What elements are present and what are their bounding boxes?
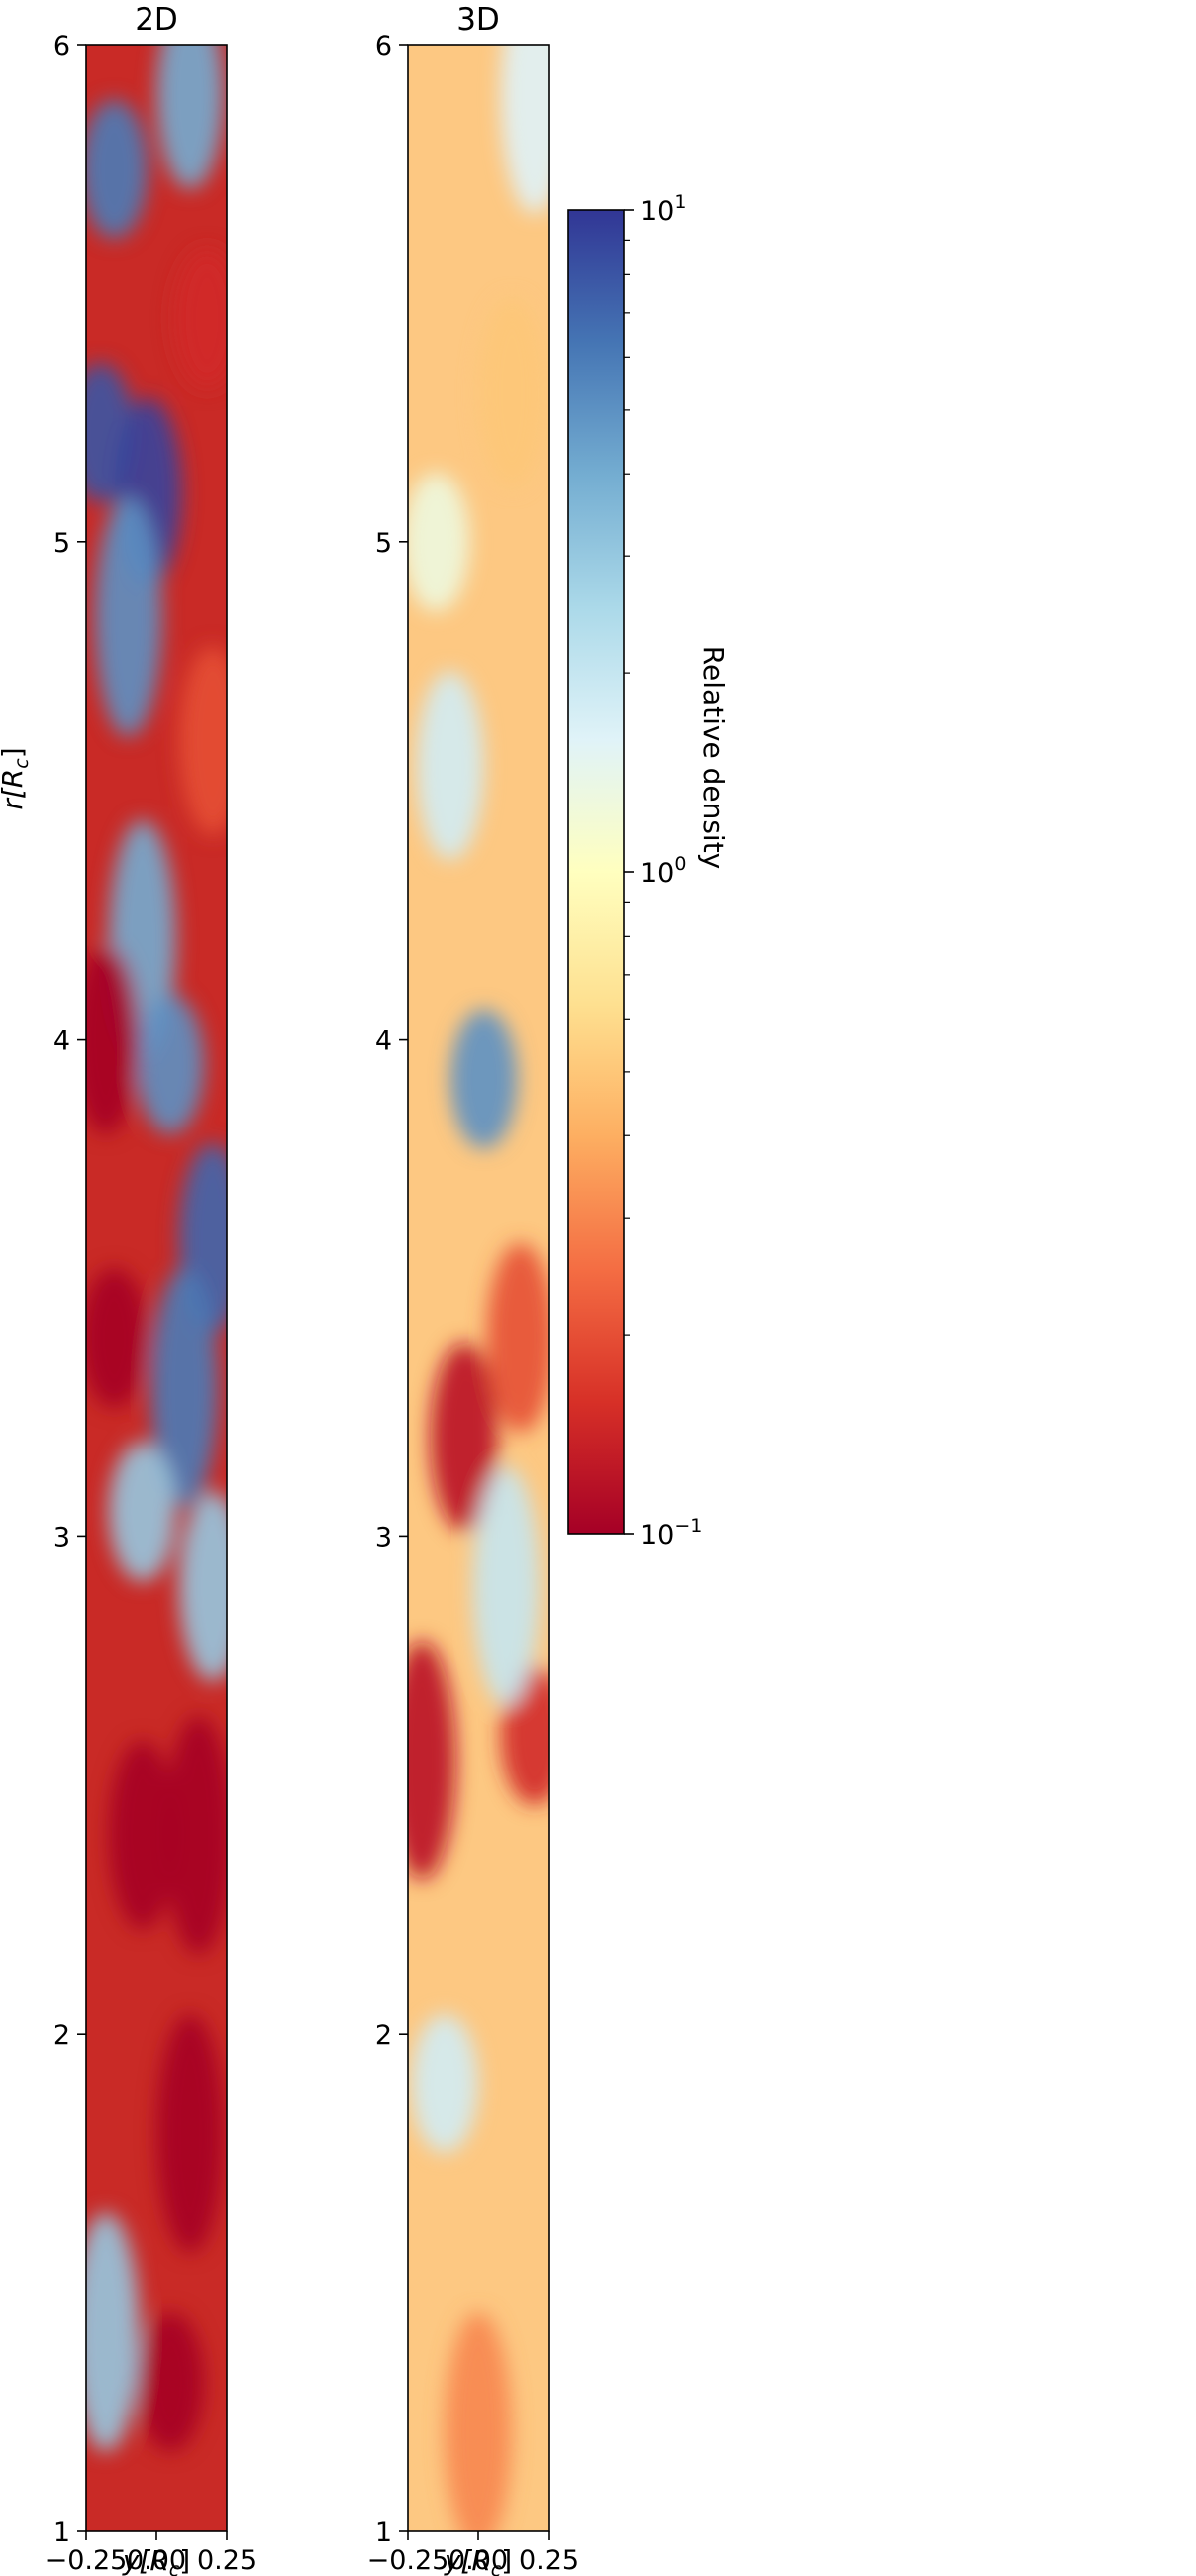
density-feature: [86, 944, 140, 1134]
colorbar-gradient: [568, 210, 624, 1534]
colorbar-tick-label: 101: [640, 191, 686, 227]
density-feature: [178, 646, 227, 836]
density-feature: [178, 1491, 227, 1682]
panel-3d: 3D 1 2 3 4 5 6 −0.25 0.00 0.25 y[Rc]: [367, 2, 579, 2576]
density-feature: [486, 1242, 549, 1433]
density-feature: [137, 2312, 205, 2452]
panel-2d-x-axis-label: y[Rc]: [122, 2544, 190, 2576]
colorbar-major-ticks: 101 100 10−1: [624, 191, 702, 1551]
density-feature: [150, 1267, 219, 1507]
y-tick-label: 4: [375, 1026, 392, 1057]
panel-3d-x-ticks: −0.25 0.00 0.25: [367, 2531, 579, 2576]
colorbar-minor-ticks: [624, 239, 630, 1336]
density-feature: [408, 472, 470, 612]
y-tick-label: 1: [53, 2517, 70, 2548]
density-feature: [430, 1342, 498, 1532]
density-feature: [416, 671, 484, 861]
density-feature: [449, 1009, 518, 1149]
density-feature: [86, 1267, 149, 1408]
y-tick-label: 2: [53, 2020, 70, 2051]
y-tick-label: 5: [375, 528, 392, 559]
panel-2d-x-ticks: −0.25 0.00 0.25: [45, 2531, 257, 2576]
colorbar-label: Relative density: [697, 646, 730, 869]
density-feature: [108, 1442, 176, 1582]
panel-2d-y-ticks: 1 2 3 4 5 6: [53, 31, 86, 2548]
density-feature: [156, 2013, 225, 2253]
density-feature: [478, 298, 547, 488]
x-tick-label: 0.00: [448, 2545, 508, 2576]
panel-2d: 2D 1 2 3 4 5 6 −0.250.00 0.25 r[Rc] y[Rc]: [0, 2, 257, 2576]
panel-2d-title: 2D: [135, 2, 178, 38]
colorbar-tick-label: 10−1: [640, 1515, 702, 1551]
panel-3d-x-axis-label: y[Rc]: [444, 2544, 512, 2576]
y-tick-label: 4: [53, 1026, 70, 1057]
density-feature: [410, 2014, 478, 2154]
y-tick-label: 1: [375, 2517, 392, 2548]
density-feature: [137, 994, 205, 1134]
density-feature: [173, 248, 227, 389]
y-tick-label: 2: [375, 2020, 392, 2051]
y-tick-label: 6: [53, 31, 70, 62]
density-feature: [94, 496, 162, 737]
x-tick-label: 0.00: [127, 2545, 186, 2576]
colorbar-tick-label: 100: [640, 853, 686, 889]
panel-2d-density-features: [86, 45, 227, 2452]
panel-3d-density-features: [408, 45, 549, 2531]
y-tick-label: 6: [375, 31, 392, 62]
panel-3d-title: 3D: [456, 2, 500, 38]
panel-3d-y-ticks: 1 2 3 4 5 6: [375, 31, 408, 2548]
colorbar: 101 100 10−1 Relative density: [567, 191, 730, 1551]
x-tick-label: 0.25: [197, 2545, 257, 2576]
y-tick-label: 3: [53, 1522, 70, 1553]
y-tick-label: 3: [375, 1522, 392, 1553]
density-feature: [86, 2212, 140, 2452]
x-tick-label: 0.25: [519, 2545, 579, 2576]
density-feature: [472, 1466, 541, 1707]
density-feature: [156, 45, 225, 189]
x-tick-label: −0.25: [45, 2545, 128, 2576]
panel-2d-y-axis-label: r[Rc]: [0, 747, 33, 809]
density-feature: [108, 1740, 176, 1930]
density-feature: [500, 45, 549, 214]
density-feature: [86, 99, 149, 239]
density-feature: [408, 1640, 456, 1880]
density-feature: [164, 1715, 227, 1955]
x-tick-label: −0.25: [367, 2545, 449, 2576]
y-tick-label: 5: [53, 528, 70, 559]
density-feature: [445, 2312, 512, 2531]
